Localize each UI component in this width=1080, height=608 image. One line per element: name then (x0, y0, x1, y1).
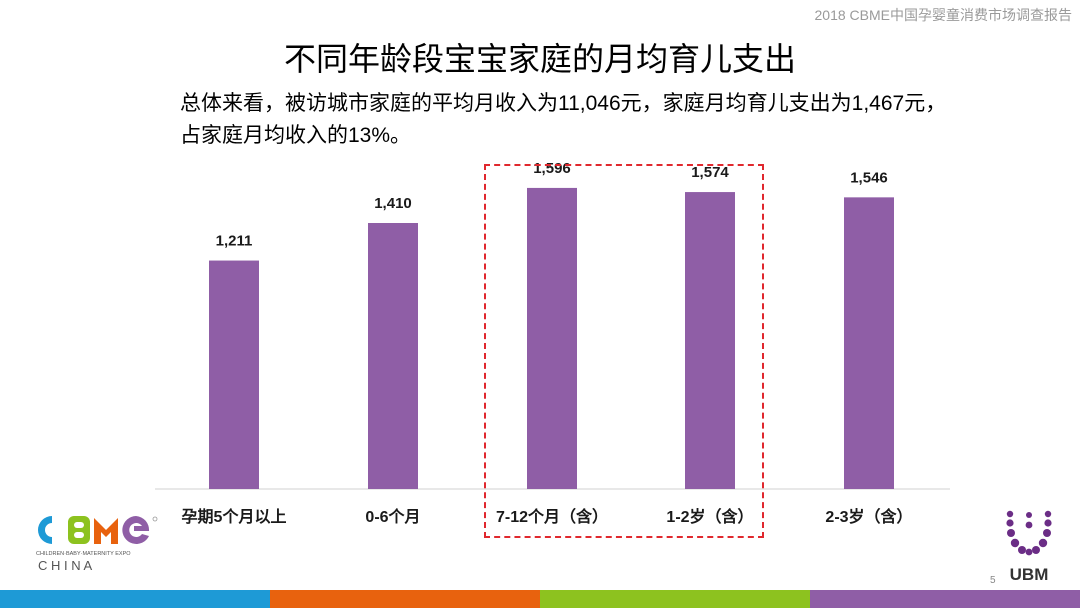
cbme-china-text: C H I N A (38, 558, 93, 573)
band-segment-blue (0, 590, 270, 608)
bar-4 (844, 197, 894, 489)
bar-0 (209, 260, 259, 489)
category-label-0: 孕期5个月以上 (182, 507, 287, 526)
highlight-box (484, 164, 764, 538)
band-segment-green (540, 590, 810, 608)
category-label-4: 2-3岁（含） (825, 507, 912, 526)
page-number: 5 (990, 575, 996, 586)
ubm-text: UBM (1010, 565, 1049, 584)
bar-1 (368, 223, 418, 489)
ubm-dots-icon (1006, 510, 1052, 556)
band-segment-purple (810, 590, 1080, 608)
summary-line-2: 占家庭月均收入的13%。 (180, 124, 412, 147)
bar-chart: 1,211孕期5个月以上1,4100-6个月1,5967-12个月（含）1,57… (155, 160, 950, 526)
slide-title: 不同年龄段宝宝家庭的月均育儿支出 (283, 41, 796, 77)
bottom-color-band (0, 590, 1080, 608)
data-label-3: 1,574 (691, 164, 729, 181)
category-label-1: 0-6个月 (365, 507, 420, 526)
cbme-tagline: CHILDREN·BABY·MATERNITY EXPO (36, 551, 131, 557)
data-label-4: 1,546 (850, 169, 888, 186)
category-label-2: 7-12个月（含） (496, 507, 608, 526)
ubm-logo: UBM (1006, 510, 1052, 584)
category-label-3: 1-2岁（含） (666, 507, 753, 526)
report-header: 2018 CBME中国孕婴童消费市场调查报告 (814, 7, 1072, 23)
band-segment-orange (270, 590, 540, 608)
data-label-1: 1,410 (374, 195, 412, 212)
summary-line-1: 总体来看，被访城市家庭的平均月收入为11,046元，家庭月均育儿支出为1,467… (180, 92, 947, 115)
bar-2 (527, 187, 577, 490)
cbme-logo-letters (38, 516, 158, 544)
cbme-logo: CHILDREN·BABY·MATERNITY EXPO C H I N A (36, 516, 158, 573)
data-label-0: 1,211 (216, 233, 253, 250)
bar-3 (685, 192, 735, 490)
summary-text: 总体来看，被访城市家庭的平均月收入为11,046元，家庭月均育儿支出为1,467… (180, 88, 1040, 152)
